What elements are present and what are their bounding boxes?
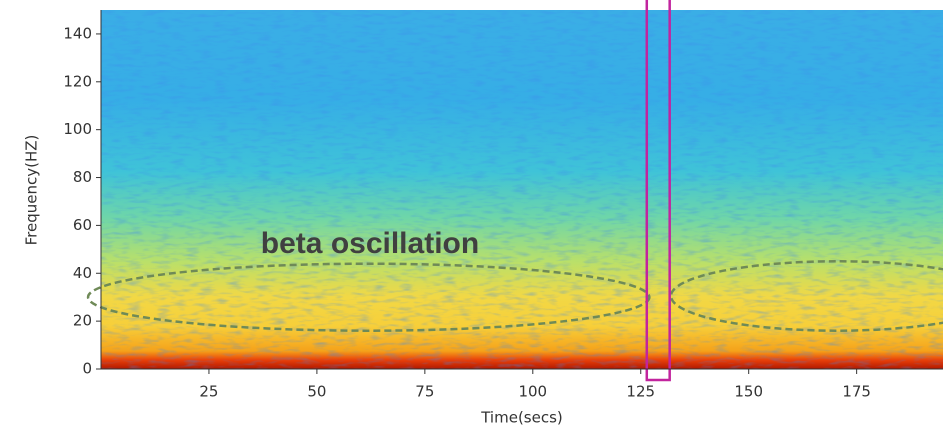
highlight-box	[645, 0, 671, 382]
y-axis-label: Frequency(HZ)	[23, 135, 41, 246]
region-ellipse	[86, 262, 651, 332]
y-tick-label: 60	[73, 216, 92, 234]
x-tick-label: 125	[626, 383, 655, 401]
x-tick-label: 75	[415, 383, 434, 401]
spectrogram-image	[101, 10, 943, 369]
y-tick-label: 120	[63, 72, 92, 90]
y-tick-label: 40	[73, 264, 92, 282]
annotation: beta oscillation	[261, 227, 479, 260]
y-tick-label: 100	[63, 120, 92, 138]
x-tick-label: 100	[518, 383, 547, 401]
y-tick-label: 20	[73, 312, 92, 330]
y-tick-label: 140	[63, 24, 92, 42]
x-tick-label: 25	[199, 383, 218, 401]
spectrogram-texture	[101, 10, 943, 369]
x-axis-label: Time(secs)	[480, 409, 563, 427]
x-tick-label: 50	[307, 383, 326, 401]
x-tick-label: 175	[842, 383, 871, 401]
x-tick-label: 150	[734, 383, 763, 401]
y-tick-label: 0	[82, 360, 92, 378]
y-tick-label: 80	[73, 168, 92, 186]
